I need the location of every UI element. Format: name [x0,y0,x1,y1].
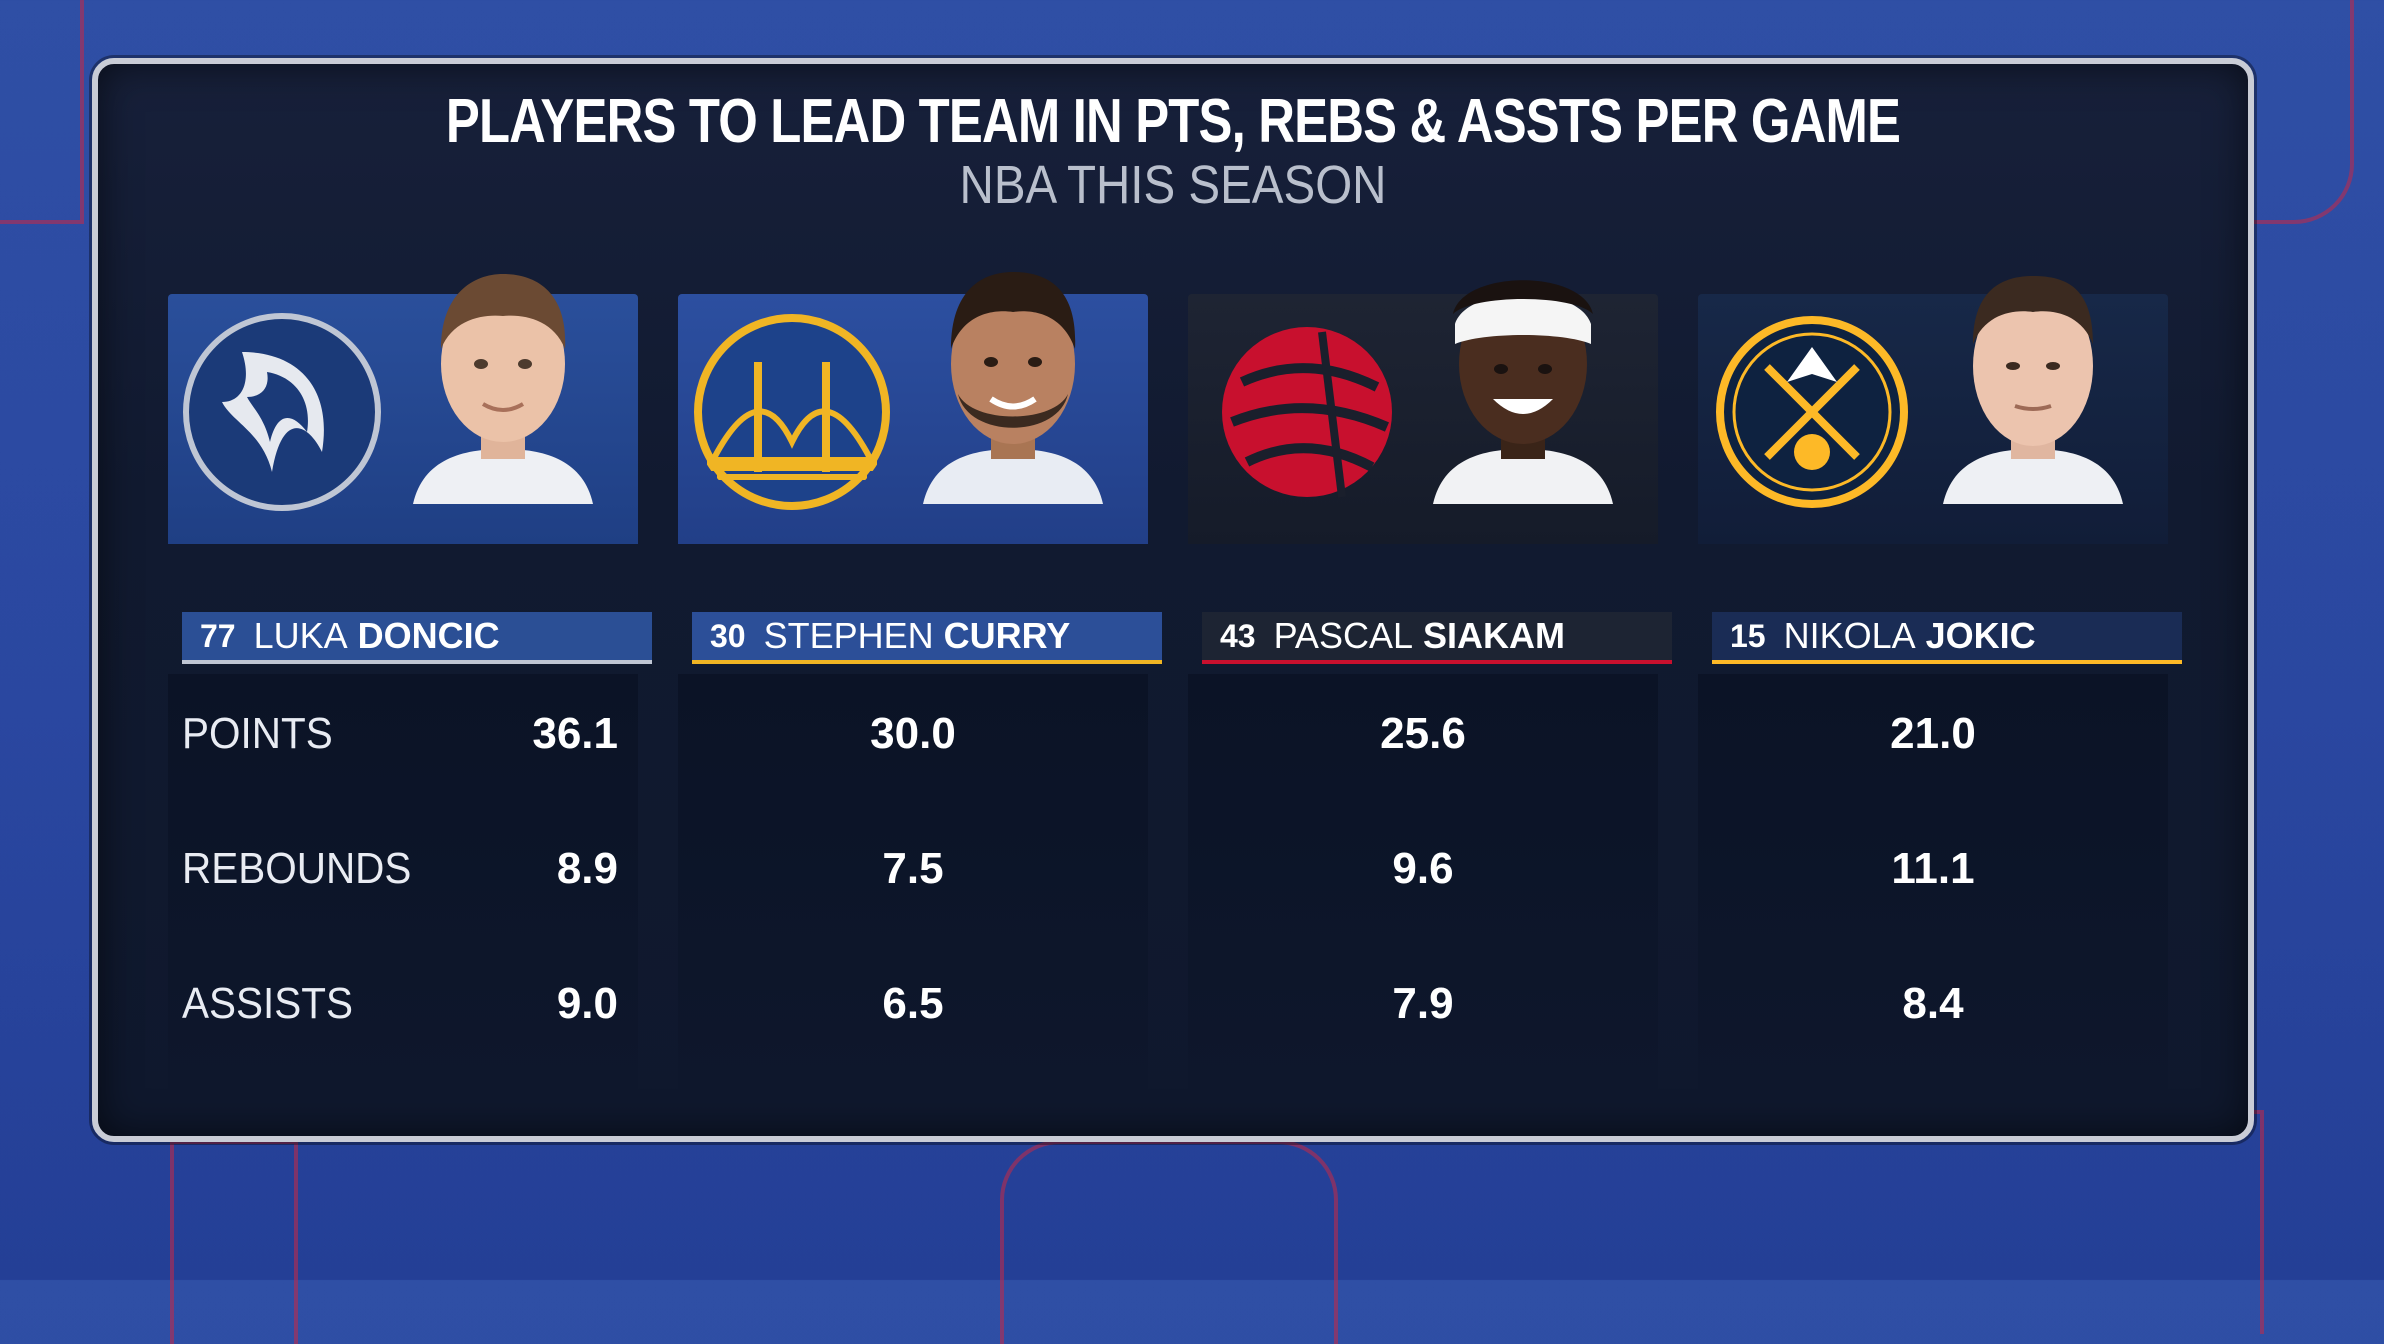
player-name-bar: 15 NIKOLA JOKIC [1712,612,2182,664]
player-first-name: STEPHEN [763,615,934,656]
stat-label-rebounds: REBOUNDS [182,844,412,893]
stat-value-assists: 8.4 [1902,979,1964,1028]
stat-row-assists: 8.4 [1698,974,2168,1034]
player-name-bar: 43 PASCAL SIAKAM [1202,612,1672,664]
stat-row-points: POINTS 36.1 [168,704,638,764]
bg-court-arc [1000,1140,1338,1344]
stat-value-points: 36.1 [532,709,618,758]
stats-panel: 21.0 11.1 8.4 [1698,674,2168,1094]
stats-graphic: PLAYERS TO LEAD TEAM IN PTS, REBS & ASST… [92,58,2254,1142]
mavericks-logo [183,313,381,511]
graphic-subtitle: NBA THIS SEASON [959,155,1387,215]
stats-panel: 25.6 9.6 7.9 [1188,674,1658,1094]
player-card-curry: 30 STEPHEN CURRY 30.0 7.5 6.5 [678,272,1162,1094]
stat-value-rebounds: 8.9 [556,844,618,893]
warriors-logo [694,314,890,510]
player-photo [1943,276,2123,504]
stat-value-points: 21.0 [1890,709,1976,758]
jersey-number: 43 [1220,617,1256,654]
stat-label-assists: ASSISTS [182,979,353,1028]
stat-row-rebounds: 9.6 [1188,839,1658,899]
player-last-name: DONCIC [357,615,500,656]
stat-row-points: 30.0 [678,704,1148,764]
player-last-name: JOKIC [1925,615,2036,656]
player-photo [1433,280,1613,504]
stat-row-rebounds: 7.5 [678,839,1148,899]
stat-row-rebounds: 11.1 [1698,839,2168,899]
bg-court-line [0,0,84,224]
player-card-jokic: 15 NIKOLA JOKIC 21.0 11.1 8.4 [1698,276,2182,1094]
player-last-name: CURRY [943,615,1071,656]
stat-value-points: 25.6 [1380,709,1466,758]
stat-row-points: 21.0 [1698,704,2168,764]
player-last-name: SIAKAM [1423,615,1565,656]
bg-court-line [2200,1110,2264,1334]
nuggets-logo [1716,316,1908,508]
player-first-name: LUKA [253,615,348,656]
player-first-name: NIKOLA [1783,615,1916,656]
jersey-number: 15 [1730,617,1766,654]
stat-row-assists: 7.9 [1188,974,1658,1034]
stat-value-rebounds: 7.5 [882,844,944,893]
player-name-bar: 77 LUKA DONCIC [182,612,652,664]
stat-value-rebounds: 9.6 [1392,844,1454,893]
player-name-bar: 30 STEPHEN CURRY [692,612,1162,664]
player-card-doncic: 77 LUKA DONCIC POINTS 36.1 REBOUNDS 8.9 … [168,274,652,1094]
stats-panel: POINTS 36.1 REBOUNDS 8.9 ASSISTS 9.0 [168,674,638,1094]
player-first-name: PASCAL [1273,615,1413,656]
bg-court-line [170,1140,298,1344]
stat-value-assists: 6.5 [882,979,944,1028]
graphic-title: PLAYERS TO LEAD TEAM IN PTS, REBS & ASST… [445,87,1901,156]
stat-row-points: 25.6 [1188,704,1658,764]
stat-label-points: POINTS [182,709,333,758]
stat-value-assists: 9.0 [556,979,618,1028]
player-photo [923,272,1103,504]
jersey-number: 30 [710,617,746,654]
jersey-number: 77 [200,617,236,654]
stat-value-assists: 7.9 [1392,979,1454,1028]
stat-row-assists: 6.5 [678,974,1148,1034]
stat-value-points: 30.0 [870,709,956,758]
stat-row-assists: ASSISTS 9.0 [168,974,638,1034]
stat-value-rebounds: 11.1 [1891,844,1975,893]
stat-row-rebounds: REBOUNDS 8.9 [168,839,638,899]
player-photo [413,274,593,504]
raptors-logo [1222,327,1392,498]
player-card-siakam: 43 PASCAL SIAKAM 25.6 9.6 7.9 [1188,280,1672,1094]
stats-panel: 30.0 7.5 6.5 [678,674,1148,1094]
